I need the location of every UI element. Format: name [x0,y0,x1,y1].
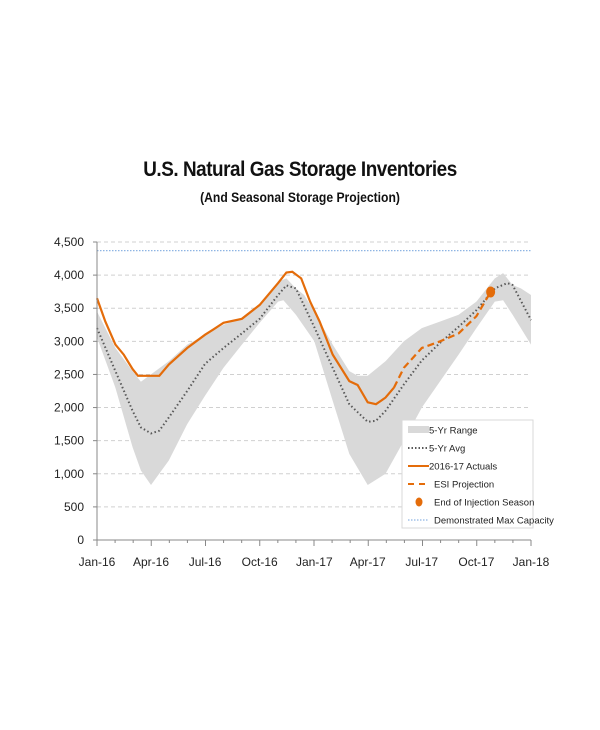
legend-label: 5-Yr Avg [429,444,465,455]
x-tick-label: Jan-16 [79,555,116,569]
x-tick-label: Jul-17 [405,555,438,569]
y-tick-label: 2,000 [54,401,84,415]
projection-line [392,291,492,389]
legend-box [401,419,534,529]
x-tick-label: Jul-16 [189,555,222,569]
y-tick-label: 3,000 [54,334,84,348]
chart-subtitle: (And Seasonal Storage Projection) [200,190,400,205]
five-yr-avg-line [96,282,532,435]
y-tick-label: 500 [64,500,84,514]
x-tick-label: Jan-18 [513,555,550,569]
y-tick-label: 2,500 [54,367,84,381]
legend-label: 5-Yr Range [429,426,478,437]
y-tick-label: 1,500 [54,434,84,448]
actuals-line [95,270,395,406]
legend-swatch-range [408,426,429,433]
legend-swatch-marker [415,497,423,507]
legend-label: 2016-17 Actuals [429,462,497,473]
chart-title: U.S. Natural Gas Storage Inventories [143,158,457,181]
end-of-injection-marker [486,286,496,298]
legend-label: End of Injection Season [434,498,534,509]
y-tick-label: 4,000 [54,268,84,282]
y-tick-label: 1,000 [54,467,84,481]
x-tick-label: Apr-17 [350,555,386,569]
y-tick-label: 0 [77,533,84,547]
y-tick-label: 4,500 [54,235,84,249]
legend-label: Demonstrated Max Capacity [434,516,554,527]
x-tick-label: Jan-17 [296,555,333,569]
x-tick-label: Oct-16 [242,555,278,569]
legend-label: ESI Projection [434,480,494,491]
x-tick-label: Apr-16 [133,555,169,569]
y-tick-label: 3,500 [54,301,84,315]
x-tick-label: Oct-17 [458,555,494,569]
